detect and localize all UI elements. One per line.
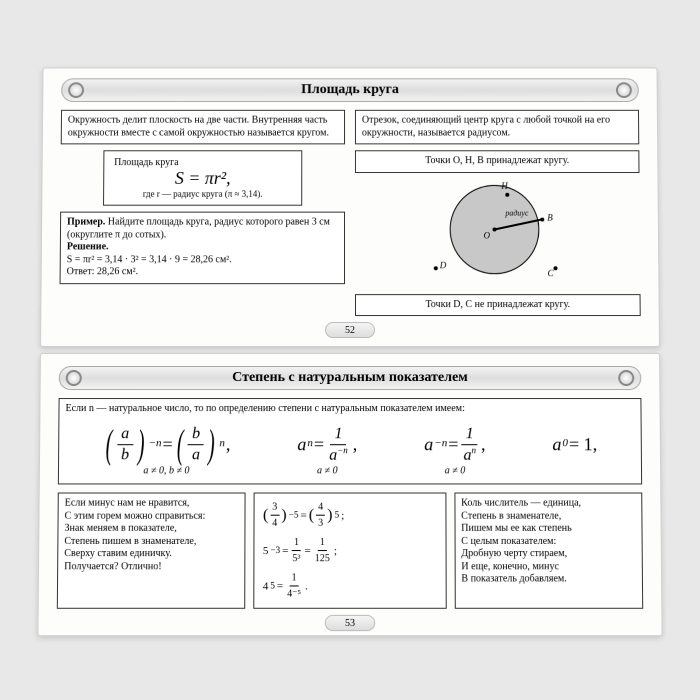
- left-column: Площадь круга S = πr², где r — радиус кр…: [59, 151, 345, 317]
- formula-caption: Площадь круга: [114, 158, 291, 169]
- examples-middle: (34)−5 = (43)5; 5−3 = 15³ = 1125; 45 = 1…: [254, 493, 447, 609]
- solution-label: Решение.: [67, 242, 109, 253]
- page-title-bar: Площадь круга: [61, 79, 639, 103]
- label-D: D: [440, 260, 447, 270]
- exponent-rules-box: Если n — натуральное число, то по опреде…: [58, 398, 642, 485]
- label-B: B: [547, 212, 553, 222]
- label-C: C: [548, 268, 554, 278]
- points-in-box: Точки O, H, B принадлежат кругу.: [355, 151, 640, 173]
- circle-diagram: O H B D C радиус: [428, 179, 568, 288]
- area-formula-box: Площадь круга S = πr², где r — радиус кр…: [103, 151, 302, 206]
- example-text: Найдите площадь круга, радиус которого р…: [67, 217, 330, 240]
- bottom-triple: Если минус нам не нравится, С этим горем…: [57, 493, 643, 609]
- poem-left: Если минус нам не нравится, С этим горем…: [57, 493, 246, 609]
- answer-text: 28,26 см².: [97, 267, 138, 278]
- label-H: H: [501, 181, 508, 191]
- poem-right: Коль числитель — единица, Степень в знам…: [454, 493, 643, 609]
- intro-text: Если n — натуральное число, то по опреде…: [65, 403, 634, 416]
- point-B: [540, 217, 544, 221]
- area-formula: S = πr²,: [114, 168, 291, 189]
- page-number-52: 52: [325, 322, 375, 338]
- answer-label: Ответ:: [67, 267, 95, 278]
- content-row: Площадь круга S = πr², где r — радиус кр…: [59, 151, 640, 317]
- solution-text: S = πr² = 3,14 · 3² = 3,14 · 9 = 28,26 с…: [67, 254, 232, 265]
- definition-radius: Отрезок, соединяющий центр круга с любой…: [355, 110, 639, 145]
- example-box: Пример. Найдите площадь круга, радиус ко…: [60, 212, 345, 284]
- example-label: Пример.: [67, 217, 105, 228]
- page-title: Площадь круга: [301, 83, 399, 99]
- right-column: Точки O, H, B принадлежат кругу. O H B D…: [355, 151, 641, 317]
- page-number-53: 53: [325, 616, 375, 632]
- point-O: [492, 227, 496, 231]
- page-title-2: Степень с натуральным показателем: [232, 370, 468, 386]
- point-H: [505, 193, 509, 197]
- radius-label: радиус: [505, 208, 528, 217]
- formula-2: an = 1a−n, a ≠ 0: [297, 424, 357, 478]
- page-53: Степень с натуральным показателем Если n…: [37, 353, 662, 637]
- formula-3: a−n = 1an, a ≠ 0: [424, 424, 485, 478]
- formula-note: где r — радиус круга (π ≈ 3,14).: [114, 189, 291, 199]
- definitions-row: Окружность делит плоскость на две части.…: [61, 110, 640, 145]
- label-O: O: [484, 230, 491, 240]
- definition-circle: Окружность делит плоскость на две части.…: [61, 110, 345, 145]
- formula-1: (ab)−n = (ba)n, a ≠ 0, b ≠ 0: [102, 424, 230, 478]
- page-52: Площадь круга Окружность делит плоскость…: [40, 68, 660, 347]
- formulas-row: (ab)−n = (ba)n, a ≠ 0, b ≠ 0 an = 1a−n, …: [65, 416, 635, 480]
- page-title-bar-2: Степень с натуральным показателем: [59, 366, 642, 390]
- points-out-box: Точки D, C не принадлежат кругу.: [355, 294, 641, 316]
- book-spread: Площадь круга Окружность делит плоскость…: [37, 68, 662, 637]
- formula-4: a0 = 1,: [552, 433, 597, 468]
- point-C: [554, 266, 558, 270]
- point-D: [434, 266, 438, 270]
